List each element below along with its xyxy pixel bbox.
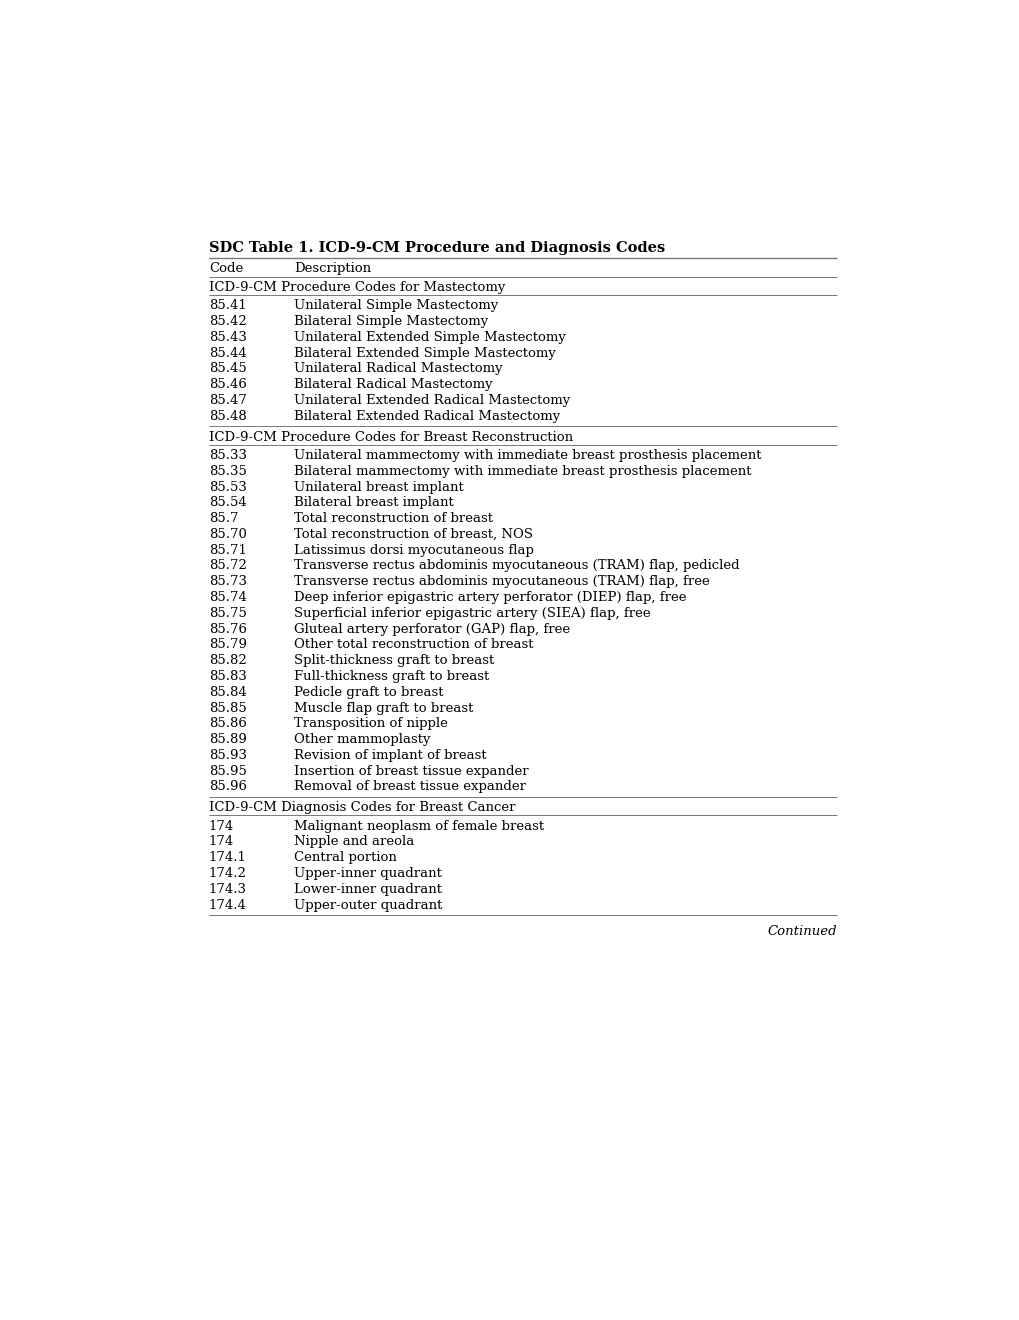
Text: Other mammoplasty: Other mammoplasty (293, 733, 430, 746)
Text: SDC Table 1. ICD-9-CM Procedure and Diagnosis Codes: SDC Table 1. ICD-9-CM Procedure and Diag… (209, 240, 664, 255)
Text: Transverse rectus abdominis myocutaneous (TRAM) flap, pedicled: Transverse rectus abdominis myocutaneous… (293, 560, 739, 573)
Text: 85.73: 85.73 (209, 576, 247, 589)
Text: 85.74: 85.74 (209, 591, 247, 605)
Text: 85.7: 85.7 (209, 512, 238, 525)
Text: 85.71: 85.71 (209, 544, 247, 557)
Text: 85.79: 85.79 (209, 639, 247, 651)
Text: 85.35: 85.35 (209, 465, 247, 478)
Text: 85.47: 85.47 (209, 393, 247, 407)
Text: Unilateral Simple Mastectomy: Unilateral Simple Mastectomy (293, 300, 498, 313)
Text: Bilateral Simple Mastectomy: Bilateral Simple Mastectomy (293, 315, 488, 327)
Text: Code: Code (209, 263, 243, 276)
Text: 85.53: 85.53 (209, 480, 247, 494)
Text: Bilateral mammectomy with immediate breast prosthesis placement: Bilateral mammectomy with immediate brea… (293, 465, 751, 478)
Text: Upper-outer quadrant: Upper-outer quadrant (293, 899, 442, 912)
Text: Transverse rectus abdominis myocutaneous (TRAM) flap, free: Transverse rectus abdominis myocutaneous… (293, 576, 709, 589)
Text: 85.83: 85.83 (209, 671, 247, 682)
Text: 85.48: 85.48 (209, 409, 247, 422)
Text: Unilateral Radical Mastectomy: Unilateral Radical Mastectomy (293, 363, 502, 375)
Text: 85.82: 85.82 (209, 655, 247, 667)
Text: 174: 174 (209, 820, 234, 833)
Text: Upper-inner quadrant: Upper-inner quadrant (293, 867, 441, 880)
Text: Total reconstruction of breast, NOS: Total reconstruction of breast, NOS (293, 528, 533, 541)
Text: Removal of breast tissue expander: Removal of breast tissue expander (293, 780, 526, 793)
Text: 85.42: 85.42 (209, 315, 247, 327)
Text: 85.43: 85.43 (209, 331, 247, 343)
Text: Muscle flap graft to breast: Muscle flap graft to breast (293, 701, 473, 714)
Text: Deep inferior epigastric artery perforator (DIEP) flap, free: Deep inferior epigastric artery perforat… (293, 591, 686, 605)
Text: Pedicle graft to breast: Pedicle graft to breast (293, 685, 443, 698)
Text: 85.33: 85.33 (209, 449, 247, 462)
Text: Bilateral Extended Simple Mastectomy: Bilateral Extended Simple Mastectomy (293, 347, 555, 359)
Text: 85.85: 85.85 (209, 701, 247, 714)
Text: 85.76: 85.76 (209, 623, 247, 636)
Text: 85.95: 85.95 (209, 764, 247, 777)
Text: 85.54: 85.54 (209, 496, 247, 510)
Text: 85.46: 85.46 (209, 378, 247, 391)
Text: Nipple and areola: Nipple and areola (293, 836, 414, 849)
Text: 174.1: 174.1 (209, 851, 247, 865)
Text: Split-thickness graft to breast: Split-thickness graft to breast (293, 655, 494, 667)
Text: Bilateral breast implant: Bilateral breast implant (293, 496, 453, 510)
Text: 174.2: 174.2 (209, 867, 247, 880)
Text: Gluteal artery perforator (GAP) flap, free: Gluteal artery perforator (GAP) flap, fr… (293, 623, 570, 636)
Text: 85.89: 85.89 (209, 733, 247, 746)
Text: Continued: Continued (766, 925, 836, 937)
Text: Full-thickness graft to breast: Full-thickness graft to breast (293, 671, 489, 682)
Text: Lower-inner quadrant: Lower-inner quadrant (293, 883, 441, 896)
Text: Unilateral Extended Simple Mastectomy: Unilateral Extended Simple Mastectomy (293, 331, 566, 343)
Text: Transposition of nipple: Transposition of nipple (293, 717, 447, 730)
Text: ICD-9-CM Diagnosis Codes for Breast Cancer: ICD-9-CM Diagnosis Codes for Breast Canc… (209, 801, 515, 814)
Text: Revision of implant of breast: Revision of implant of breast (293, 748, 486, 762)
Text: ICD-9-CM Procedure Codes for Breast Reconstruction: ICD-9-CM Procedure Codes for Breast Reco… (209, 430, 573, 444)
Text: 85.45: 85.45 (209, 363, 247, 375)
Text: 174.3: 174.3 (209, 883, 247, 896)
Text: Unilateral breast implant: Unilateral breast implant (293, 480, 464, 494)
Text: Total reconstruction of breast: Total reconstruction of breast (293, 512, 492, 525)
Text: Superficial inferior epigastric artery (SIEA) flap, free: Superficial inferior epigastric artery (… (293, 607, 650, 620)
Text: Unilateral Extended Radical Mastectomy: Unilateral Extended Radical Mastectomy (293, 393, 570, 407)
Text: Other total reconstruction of breast: Other total reconstruction of breast (293, 639, 533, 651)
Text: 174: 174 (209, 836, 234, 849)
Text: 85.41: 85.41 (209, 300, 247, 313)
Text: 85.96: 85.96 (209, 780, 247, 793)
Text: 85.84: 85.84 (209, 685, 247, 698)
Text: Central portion: Central portion (293, 851, 396, 865)
Text: 85.75: 85.75 (209, 607, 247, 620)
Text: Unilateral mammectomy with immediate breast prosthesis placement: Unilateral mammectomy with immediate bre… (293, 449, 761, 462)
Text: Malignant neoplasm of female breast: Malignant neoplasm of female breast (293, 820, 544, 833)
Text: Bilateral Radical Mastectomy: Bilateral Radical Mastectomy (293, 378, 492, 391)
Text: Bilateral Extended Radical Mastectomy: Bilateral Extended Radical Mastectomy (293, 409, 559, 422)
Text: 85.86: 85.86 (209, 717, 247, 730)
Text: 85.72: 85.72 (209, 560, 247, 573)
Text: 85.93: 85.93 (209, 748, 247, 762)
Text: 85.44: 85.44 (209, 347, 247, 359)
Text: Description: Description (293, 263, 371, 276)
Text: ICD-9-CM Procedure Codes for Mastectomy: ICD-9-CM Procedure Codes for Mastectomy (209, 281, 504, 294)
Text: 174.4: 174.4 (209, 899, 247, 912)
Text: Insertion of breast tissue expander: Insertion of breast tissue expander (293, 764, 528, 777)
Text: Latissimus dorsi myocutaneous flap: Latissimus dorsi myocutaneous flap (293, 544, 534, 557)
Text: 85.70: 85.70 (209, 528, 247, 541)
